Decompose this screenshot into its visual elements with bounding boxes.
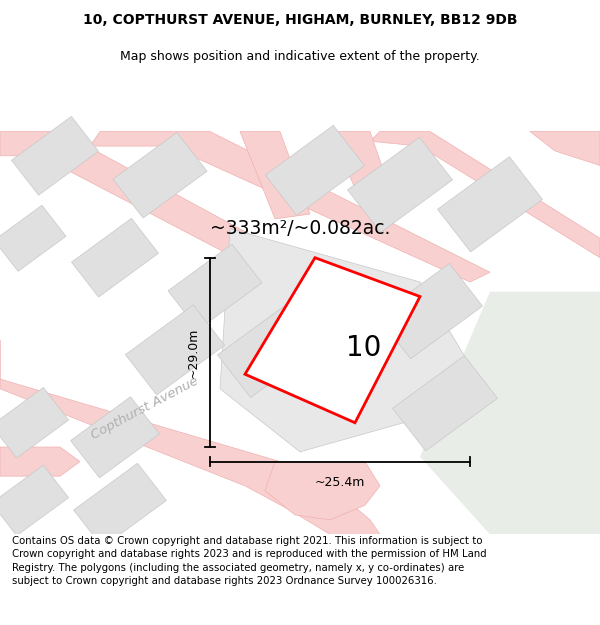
Text: ~29.0m: ~29.0m [187, 327, 200, 378]
Polygon shape [0, 465, 68, 536]
Polygon shape [218, 302, 322, 398]
Polygon shape [330, 131, 395, 204]
Polygon shape [530, 131, 600, 166]
Polygon shape [0, 388, 68, 458]
Polygon shape [240, 131, 310, 219]
Text: Copthurst Avenue: Copthurst Avenue [89, 374, 201, 442]
Polygon shape [71, 218, 158, 297]
Polygon shape [420, 292, 600, 534]
Polygon shape [0, 131, 320, 292]
Polygon shape [11, 116, 98, 195]
Polygon shape [113, 132, 207, 218]
Polygon shape [437, 157, 542, 252]
Polygon shape [125, 305, 224, 395]
Polygon shape [377, 264, 482, 359]
Polygon shape [0, 447, 80, 476]
Text: Contains OS data © Crown copyright and database right 2021. This information is : Contains OS data © Crown copyright and d… [12, 536, 487, 586]
Polygon shape [220, 229, 490, 452]
Polygon shape [265, 126, 365, 216]
Polygon shape [347, 138, 452, 232]
Text: Map shows position and indicative extent of the property.: Map shows position and indicative extent… [120, 50, 480, 62]
Text: ~333m²/~0.082ac.: ~333m²/~0.082ac. [210, 219, 390, 238]
Text: 10: 10 [346, 334, 382, 361]
Polygon shape [392, 356, 497, 451]
Polygon shape [0, 340, 380, 534]
Text: ~25.4m: ~25.4m [315, 476, 365, 489]
Polygon shape [90, 131, 490, 282]
Polygon shape [0, 205, 66, 271]
Polygon shape [168, 244, 262, 329]
Polygon shape [370, 131, 600, 258]
Text: 10, COPTHURST AVENUE, HIGHAM, BURNLEY, BB12 9DB: 10, COPTHURST AVENUE, HIGHAM, BURNLEY, B… [83, 12, 517, 26]
Polygon shape [71, 397, 160, 478]
Polygon shape [265, 462, 380, 520]
Polygon shape [74, 463, 166, 548]
Polygon shape [245, 258, 420, 422]
